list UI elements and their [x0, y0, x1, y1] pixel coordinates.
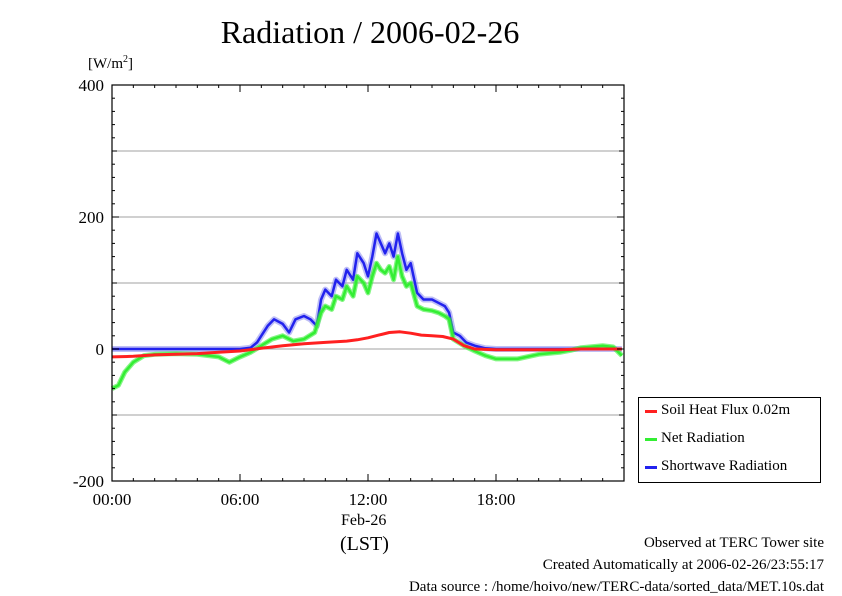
x-tick-label: 18:00	[477, 490, 516, 509]
legend-label-soil: Soil Heat Flux 0.02m	[661, 402, 791, 418]
x-tick-label: 06:00	[221, 490, 260, 509]
legend-swatch-soil	[645, 410, 657, 413]
ticks: -200 0 200 400 00:00 06:00 12:00 18:00	[73, 76, 625, 509]
legend-item-shortwave: Shortwave Radiation	[639, 458, 820, 478]
legend-label-net: Net Radiation	[661, 430, 745, 446]
y-unit-exponent: 2	[123, 54, 128, 65]
series-net-line	[111, 255, 623, 390]
legend-label-shortwave: Shortwave Radiation	[661, 458, 788, 474]
y-unit-base: [W/m	[88, 56, 123, 72]
y-tick-label: 400	[79, 76, 105, 95]
y-tick-label: 200	[79, 208, 105, 227]
footer-observed: Observed at TERC Tower site	[643, 535, 824, 551]
y-tick-label: -200	[73, 472, 104, 491]
y-tick-label: 0	[96, 340, 105, 359]
footer-created: Created Automatically at 2006-02-26/23:5…	[542, 557, 824, 573]
footer-source: Data source : /home/hoivo/new/TERC-data/…	[408, 579, 824, 595]
legend-swatch-net	[645, 438, 657, 441]
x-tick-label: 00:00	[93, 490, 132, 509]
legend-item-soil: Soil Heat Flux 0.02m	[639, 402, 820, 422]
series-layer	[110, 230, 624, 391]
x-date-label: Feb-26	[341, 512, 387, 529]
series-soil-line	[111, 330, 622, 359]
legend-swatch-shortwave	[645, 466, 657, 469]
chart-title: Radiation / 2006-02-26	[220, 14, 520, 50]
legend: Soil Heat Flux 0.02m Net Radiation Short…	[638, 397, 821, 483]
y-axis-unit: [W/m2]	[88, 54, 133, 73]
x-tick-label: 12:00	[349, 490, 388, 509]
legend-item-net: Net Radiation	[639, 430, 820, 450]
x-axis-label: (LST)	[340, 533, 389, 555]
y-unit-close: ]	[128, 56, 133, 72]
